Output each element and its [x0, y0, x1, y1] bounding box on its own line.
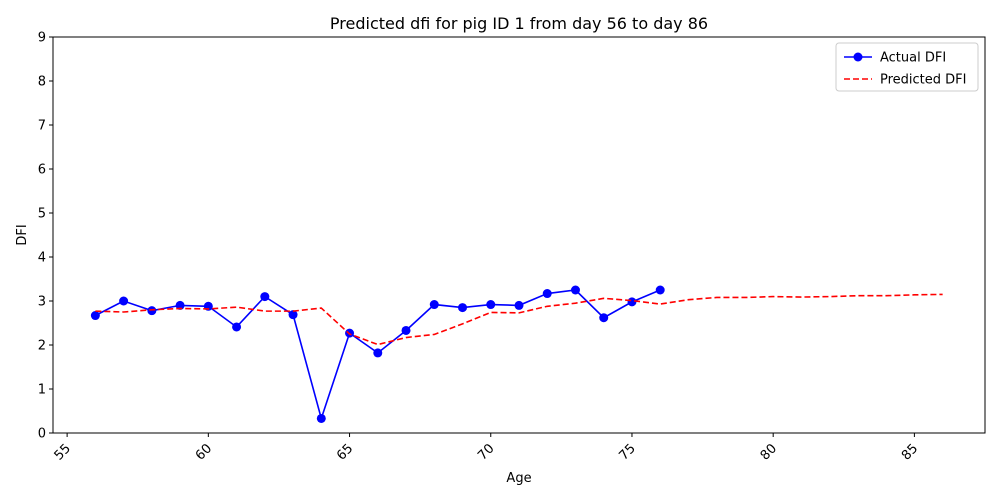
plot-area: 0 1 2 3 4 5 6 7 8 9 55 60 65 70 75 80 85	[38, 31, 986, 464]
data-point	[147, 306, 157, 316]
legend-label: Predicted DFI	[880, 73, 966, 88]
legend-label: Actual DFI	[880, 51, 946, 66]
y-tick-label: 8	[38, 75, 46, 90]
x-tick-label: 75	[616, 441, 638, 463]
chart-title: Predicted dfi for pig ID 1 from day 56 t…	[330, 14, 708, 33]
legend-marker	[853, 52, 863, 62]
data-point	[514, 300, 524, 310]
data-point	[458, 303, 468, 313]
data-point	[627, 297, 637, 307]
y-tick-label: 9	[38, 31, 46, 46]
x-tick-label: 65	[334, 441, 356, 463]
data-point	[90, 311, 100, 321]
series-line-predicted	[95, 293, 943, 346]
data-point	[316, 413, 326, 423]
data-point	[288, 310, 298, 320]
data-point	[175, 300, 185, 310]
y-tick-label: 0	[38, 427, 46, 442]
data-point	[570, 285, 580, 295]
axes-frame	[52, 36, 986, 434]
data-point	[429, 300, 439, 310]
y-tick-label: 6	[38, 163, 46, 178]
x-tick-label: 70	[475, 441, 497, 463]
y-tick-label: 5	[38, 207, 46, 222]
data-point	[655, 285, 665, 295]
y-tick-label: 4	[38, 251, 46, 266]
data-point	[599, 313, 609, 323]
data-point	[119, 296, 129, 306]
y-tick-label: 2	[38, 339, 46, 354]
y-tick-label: 1	[38, 383, 46, 398]
y-axis-title: DFI	[15, 224, 30, 245]
legend: Actual DFI Predicted DFI	[835, 42, 979, 92]
data-point	[486, 300, 496, 310]
x-tick-label: 85	[899, 441, 921, 463]
x-tick-label: 55	[52, 441, 74, 463]
y-tick-label: 7	[38, 119, 46, 134]
data-point	[542, 289, 552, 299]
x-tick-label: 60	[193, 441, 215, 463]
x-tick-label: 80	[758, 441, 780, 463]
data-point	[260, 292, 270, 302]
x-axis-title: Age	[506, 471, 531, 486]
data-point	[232, 322, 242, 332]
y-tick-label: 3	[38, 295, 46, 310]
data-point	[401, 325, 411, 335]
data-point	[373, 348, 383, 358]
